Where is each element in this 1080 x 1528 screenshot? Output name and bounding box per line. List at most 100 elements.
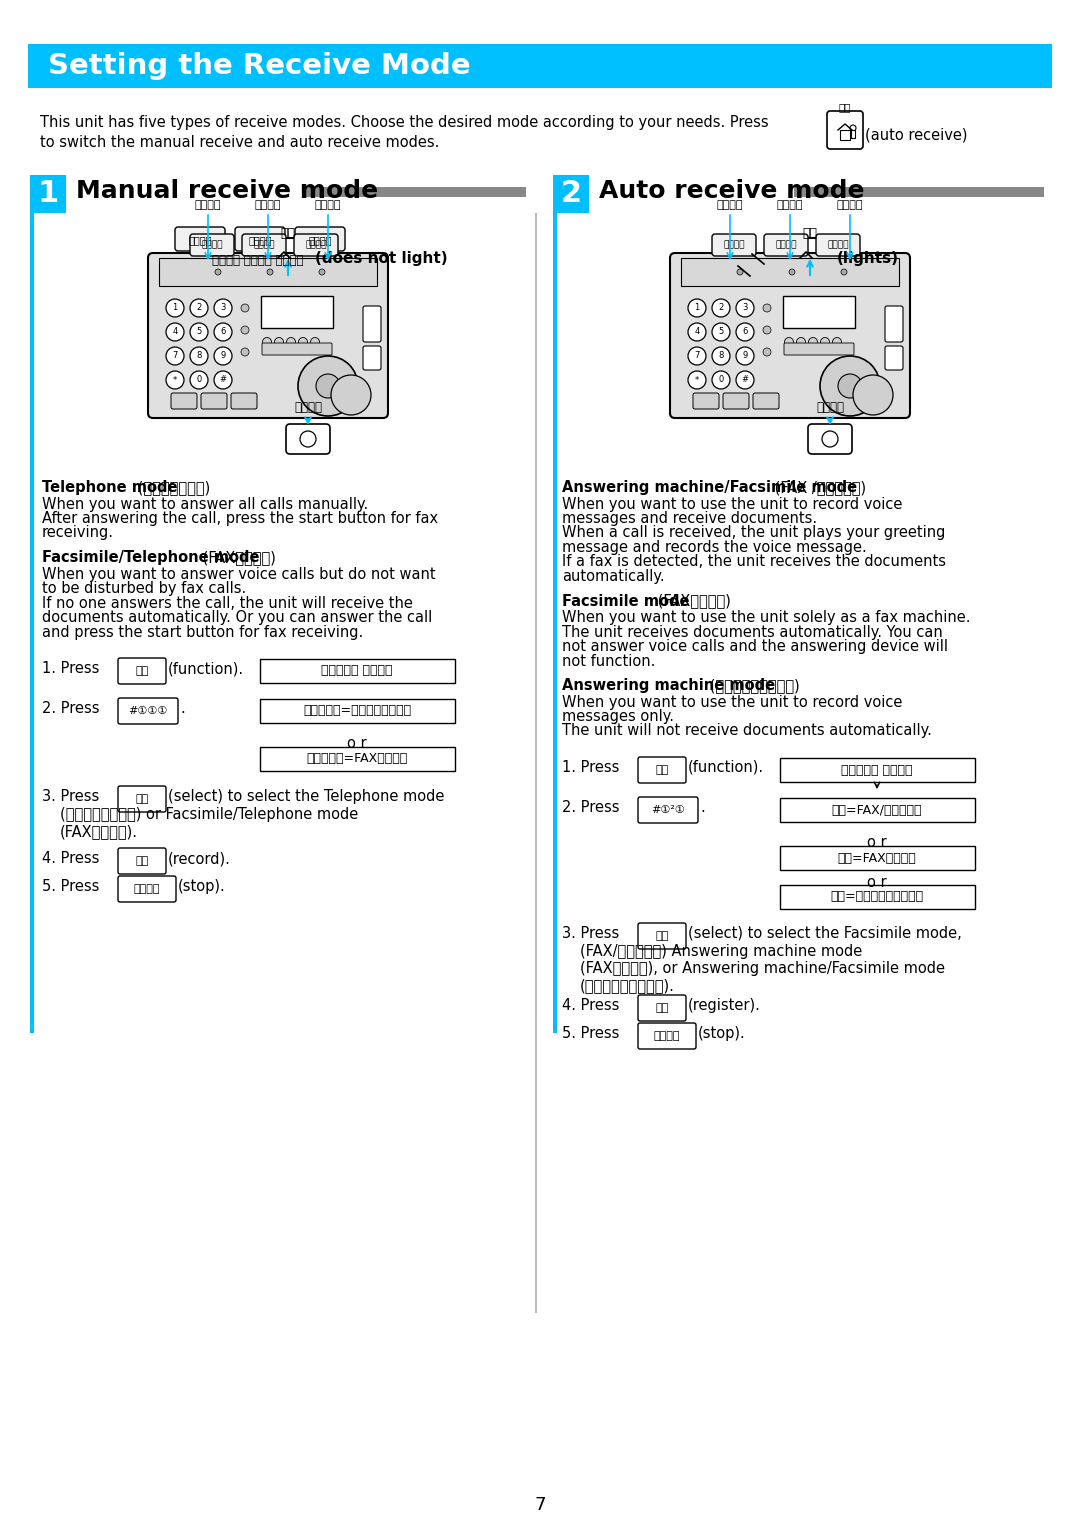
Bar xyxy=(851,130,855,138)
Text: (FAXユウセン): (FAXユウセン) xyxy=(199,550,276,565)
Text: (FAX /ルスデン): (FAX /ルスデン) xyxy=(770,480,866,495)
Circle shape xyxy=(712,322,730,341)
Text: 6: 6 xyxy=(220,327,226,336)
Circle shape xyxy=(735,371,754,390)
Text: 機能: 機能 xyxy=(656,766,669,775)
Text: The unit will not receive documents automatically.: The unit will not receive documents auto… xyxy=(562,723,932,738)
Circle shape xyxy=(784,338,794,347)
Bar xyxy=(840,130,850,141)
Circle shape xyxy=(298,338,308,347)
Text: 7: 7 xyxy=(694,351,700,361)
FancyBboxPatch shape xyxy=(753,393,779,410)
Text: 1. Press: 1. Press xyxy=(562,759,619,775)
Bar xyxy=(261,296,333,329)
Text: 8: 8 xyxy=(718,351,724,361)
Text: Answering machine/Facsimile mode: Answering machine/Facsimile mode xyxy=(562,480,858,495)
Text: Auto receive mode: Auto receive mode xyxy=(599,179,864,203)
Text: (ルスデンセンヨウ).: (ルスデンセンヨウ). xyxy=(580,978,675,993)
Text: *: * xyxy=(173,376,177,385)
Circle shape xyxy=(789,269,795,275)
Circle shape xyxy=(241,325,249,335)
Circle shape xyxy=(214,347,232,365)
Text: ［選択］: ［選択］ xyxy=(777,200,804,209)
Text: 2: 2 xyxy=(561,179,581,208)
FancyBboxPatch shape xyxy=(764,234,808,257)
Text: ルス=FAX/ルスデン: ルス=FAX/ルスデン xyxy=(832,804,922,816)
Circle shape xyxy=(838,374,862,397)
Circle shape xyxy=(688,299,706,316)
Circle shape xyxy=(190,299,208,316)
Text: Answering machine mode: Answering machine mode xyxy=(562,678,775,694)
Text: ［登録］ ［選択］ ［機能］: ［登録］ ［選択］ ［機能］ xyxy=(213,254,303,266)
Text: ザイタク=デンワユウセン: ザイタク=デンワユウセン xyxy=(302,704,411,718)
Text: o r: o r xyxy=(347,736,367,750)
Text: 選択: 選択 xyxy=(135,795,149,804)
Circle shape xyxy=(292,255,298,261)
Text: (デンワユウセン) or Facsimile/Telephone mode: (デンワユウセン) or Facsimile/Telephone mode xyxy=(60,807,359,822)
Text: 3: 3 xyxy=(220,304,226,313)
Bar xyxy=(159,258,377,286)
Text: 1: 1 xyxy=(38,179,58,208)
Circle shape xyxy=(688,347,706,365)
Bar xyxy=(780,847,975,869)
Text: 3. Press: 3. Press xyxy=(562,926,619,941)
Text: 1: 1 xyxy=(694,304,700,313)
Text: 1: 1 xyxy=(173,304,177,313)
Text: (ルスデンセンヨウ): (ルスデンセンヨウ) xyxy=(705,678,800,694)
Text: ［機能］: ［機能］ xyxy=(308,235,332,244)
Circle shape xyxy=(735,347,754,365)
Circle shape xyxy=(737,269,743,275)
FancyBboxPatch shape xyxy=(242,234,286,257)
Text: Manual receive mode: Manual receive mode xyxy=(76,179,378,203)
Circle shape xyxy=(762,325,771,335)
Circle shape xyxy=(311,338,320,347)
Text: (function).: (function). xyxy=(688,759,765,775)
FancyBboxPatch shape xyxy=(693,393,719,410)
FancyBboxPatch shape xyxy=(118,785,166,811)
Circle shape xyxy=(190,347,208,365)
FancyBboxPatch shape xyxy=(816,234,860,257)
Text: Facsimile/Telephone mode: Facsimile/Telephone mode xyxy=(42,550,259,565)
Text: 3: 3 xyxy=(742,304,747,313)
Text: (stop).: (stop). xyxy=(698,1025,746,1041)
Circle shape xyxy=(166,371,184,390)
Bar xyxy=(535,212,537,1313)
Bar xyxy=(260,698,455,723)
Text: Facsimile mode: Facsimile mode xyxy=(562,593,689,608)
FancyBboxPatch shape xyxy=(295,228,345,251)
FancyBboxPatch shape xyxy=(267,238,309,280)
FancyBboxPatch shape xyxy=(885,306,903,342)
Circle shape xyxy=(797,338,806,347)
Bar xyxy=(553,176,589,212)
Circle shape xyxy=(190,371,208,390)
Circle shape xyxy=(833,338,841,347)
Text: ［登録］: ［登録］ xyxy=(194,200,221,209)
Text: 2: 2 xyxy=(718,304,724,313)
Circle shape xyxy=(298,356,357,416)
FancyBboxPatch shape xyxy=(294,234,338,257)
Text: ［選択］: ［選択］ xyxy=(255,200,281,209)
Bar xyxy=(30,176,66,212)
Text: 登録: 登録 xyxy=(656,1002,669,1013)
Text: #: # xyxy=(742,376,748,385)
Text: 9: 9 xyxy=(742,351,747,361)
Bar xyxy=(814,260,820,267)
Text: (auto receive): (auto receive) xyxy=(865,127,968,142)
Text: (record).: (record). xyxy=(168,851,231,866)
Text: 留守: 留守 xyxy=(802,228,818,240)
Text: Setting the Receive Mode: Setting the Receive Mode xyxy=(48,52,471,79)
Text: If a fax is detected, the unit receives the documents: If a fax is detected, the unit receives … xyxy=(562,555,946,570)
Text: (lights): (lights) xyxy=(837,252,899,266)
Bar xyxy=(802,258,810,266)
Text: 5: 5 xyxy=(718,327,724,336)
Bar xyxy=(794,186,1044,197)
Circle shape xyxy=(841,269,847,275)
Bar xyxy=(292,260,298,267)
Circle shape xyxy=(241,304,249,312)
Text: #①²①: #①²① xyxy=(651,805,685,814)
FancyBboxPatch shape xyxy=(190,234,234,257)
Bar xyxy=(306,186,526,197)
Text: (FAXユウセン).: (FAXユウセン). xyxy=(60,824,138,839)
Text: .: . xyxy=(700,801,705,814)
Circle shape xyxy=(712,347,730,365)
